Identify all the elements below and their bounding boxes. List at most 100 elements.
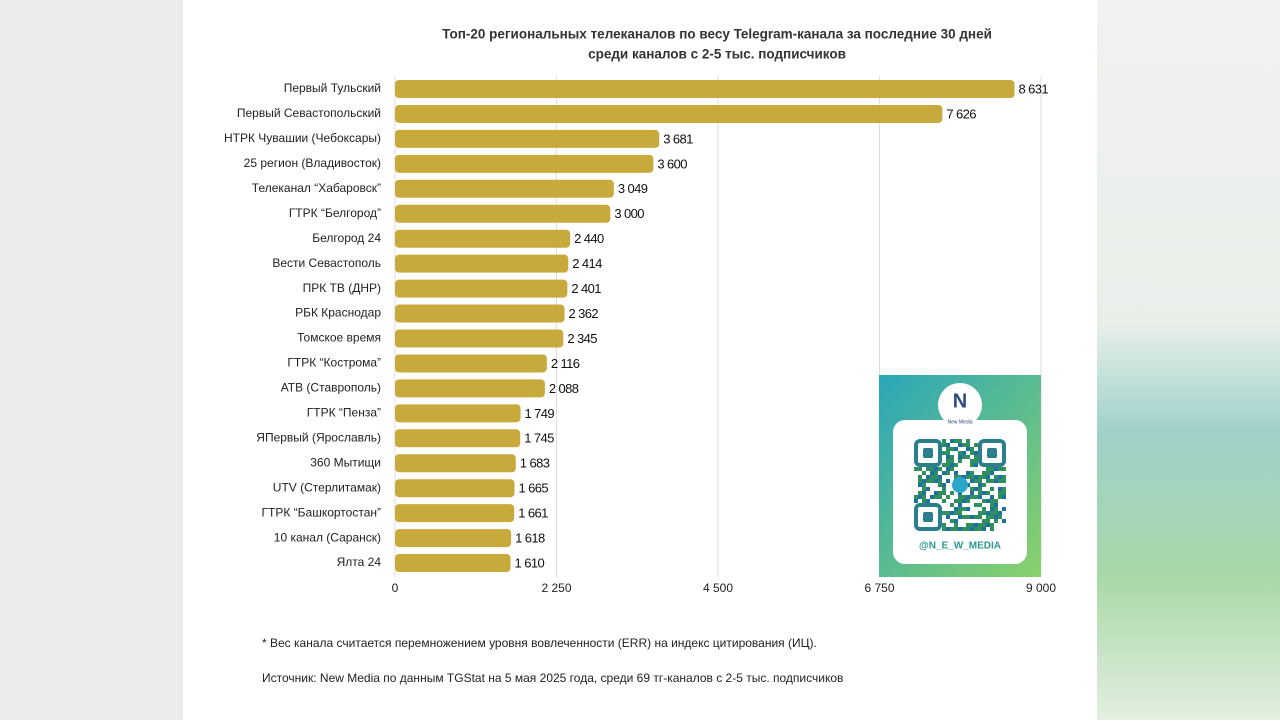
qr-module xyxy=(998,487,1002,491)
bar xyxy=(395,80,1015,98)
qr-module xyxy=(954,507,958,511)
qr-module xyxy=(990,467,994,471)
qr-module xyxy=(986,499,990,503)
qr-module xyxy=(958,443,962,447)
bar xyxy=(395,504,515,523)
qr-module xyxy=(1002,487,1006,491)
qr-module xyxy=(950,511,954,515)
qr-module xyxy=(986,511,990,515)
value-label: 1 745 xyxy=(524,431,554,446)
qr-module xyxy=(942,523,946,527)
qr-module xyxy=(942,483,946,487)
qr-module xyxy=(942,491,946,495)
value-label: 1 610 xyxy=(515,555,545,570)
qr-module xyxy=(938,467,942,471)
bar xyxy=(395,329,564,348)
qr-module xyxy=(978,523,982,527)
qr-module xyxy=(942,511,946,515)
logo-text: New Media xyxy=(947,419,972,425)
y-tick-label: Вести Севастополь xyxy=(272,256,381,270)
qr-module xyxy=(950,463,954,467)
qr-module xyxy=(914,467,918,471)
qr-module xyxy=(958,439,962,443)
qr-module xyxy=(946,479,950,483)
value-label: 7 626 xyxy=(946,106,976,121)
qr-module xyxy=(1002,491,1006,495)
qr-module xyxy=(922,499,926,503)
qr-module xyxy=(946,463,950,467)
value-label: 1 661 xyxy=(518,506,548,521)
qr-module xyxy=(978,483,982,487)
bar xyxy=(395,229,571,248)
bar xyxy=(395,554,511,573)
qr-module xyxy=(970,451,974,455)
qr-module xyxy=(986,471,990,475)
qr-module xyxy=(998,515,1002,519)
qr-module xyxy=(998,495,1002,499)
qr-module xyxy=(958,499,962,503)
qr-module xyxy=(926,499,930,503)
qr-module xyxy=(986,515,990,519)
qr-module xyxy=(970,487,974,491)
qr-module xyxy=(962,507,966,511)
qr-module xyxy=(978,475,982,479)
qr-module xyxy=(918,479,922,483)
qr-finder xyxy=(914,503,942,531)
bar xyxy=(395,479,515,498)
qr-module xyxy=(934,495,938,499)
qr-module xyxy=(938,475,942,479)
qr-module xyxy=(958,511,962,515)
qr-module xyxy=(970,471,974,475)
qr-module xyxy=(962,495,966,499)
bar xyxy=(395,529,512,548)
qr-module xyxy=(1002,479,1006,483)
qr-module xyxy=(950,503,954,507)
qr-module xyxy=(974,487,978,491)
qr-module xyxy=(970,479,974,483)
qr-module xyxy=(930,495,934,499)
qr-module xyxy=(962,455,966,459)
value-label: 2 440 xyxy=(574,231,604,246)
qr-module xyxy=(934,475,938,479)
qr-module xyxy=(990,507,994,511)
bar xyxy=(395,304,565,323)
qr-module xyxy=(946,527,950,531)
qr-module xyxy=(918,495,922,499)
qr-module xyxy=(942,527,946,531)
value-label: 3 049 xyxy=(618,181,648,196)
qr-module xyxy=(970,459,974,463)
qr-module xyxy=(998,511,1002,515)
qr-icon xyxy=(952,477,968,493)
qr-module xyxy=(970,515,974,519)
footnote: * Вес канала считается перемножением уро… xyxy=(262,636,817,650)
qr-module xyxy=(918,467,922,471)
y-tick-label: ГТРК “Белгород” xyxy=(289,206,381,220)
qr-module xyxy=(942,439,946,443)
qr-module xyxy=(966,515,970,519)
y-tick-label: UTV (Стерлитамак) xyxy=(273,480,381,494)
qr-module xyxy=(990,527,994,531)
qr-module xyxy=(938,495,942,499)
value-label: 3 600 xyxy=(657,156,687,171)
qr-module xyxy=(982,523,986,527)
qr-module xyxy=(942,471,946,475)
qr-module xyxy=(954,527,958,531)
value-label: 1 618 xyxy=(515,531,545,546)
qr-finder xyxy=(923,448,933,458)
qr-module xyxy=(926,479,930,483)
qr-module xyxy=(978,495,982,499)
qr-module xyxy=(974,503,978,507)
qr-module xyxy=(914,495,918,499)
bar xyxy=(395,154,654,173)
qr-module xyxy=(926,487,930,491)
qr-module xyxy=(974,527,978,531)
qr-module xyxy=(954,447,958,451)
qr-module xyxy=(970,527,974,531)
x-tick-label: 2 250 xyxy=(541,581,571,595)
qr-module xyxy=(946,471,950,475)
qr-module xyxy=(954,475,958,479)
qr-module xyxy=(966,523,970,527)
qr-module xyxy=(962,451,966,455)
y-tick-label: 360 Мытищи xyxy=(310,455,381,469)
qr-module xyxy=(970,463,974,467)
